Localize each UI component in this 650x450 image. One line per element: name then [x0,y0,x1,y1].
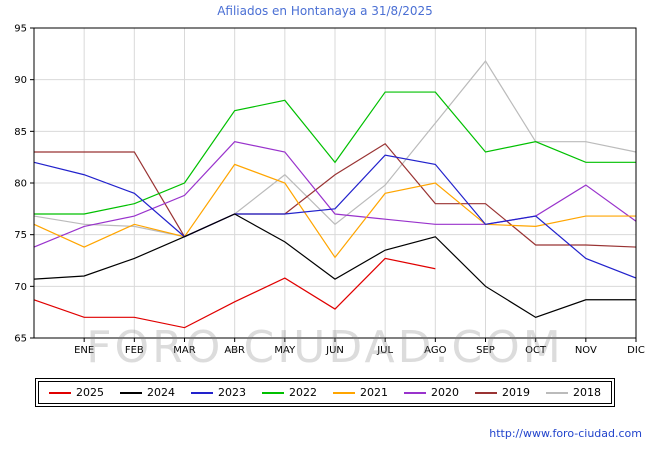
x-tick-label: FEB [125,345,144,356]
y-tick-label: 85 [14,127,27,138]
series-line-2019 [34,142,637,248]
legend-item-label: 2022 [289,386,317,399]
legend-item-2019: 2019 [475,386,530,399]
x-tick-label: DIC [627,345,645,356]
legend-swatch-2021 [333,391,355,394]
legend-item-2025: 2025 [49,386,104,399]
legend-item-2022: 2022 [262,386,317,399]
y-tick-label: 75 [14,230,27,241]
x-tick-label: ABR [224,345,245,356]
legend-item-2018: 2018 [546,386,601,399]
legend-swatch-2025 [49,391,71,394]
x-tick-label: JUL [376,345,393,356]
series-line-2023 [33,154,637,279]
x-tick-label: MAY [274,345,296,356]
legend-swatch-2023 [191,391,213,394]
series-line-2021 [33,163,636,259]
legend-swatch-2019 [475,391,497,394]
legend: 2025 2024 2023 2022 2021 2020 2019 2018 [35,378,615,407]
legend-item-2023: 2023 [191,386,246,399]
x-tick-label: SEP [476,345,495,356]
series-line-2024 [33,213,636,318]
y-tick-label: 70 [14,282,27,293]
legend-items: 2025 2024 2023 2022 2021 2020 2019 2018 [38,381,612,404]
y-tick-label: 95 [14,24,27,35]
legend-swatch-2022 [262,391,284,394]
x-tick-label: AGO [424,345,446,356]
legend-item-2020: 2020 [404,386,459,399]
y-tick-label: 90 [14,75,27,86]
x-tick-label: JUN [325,345,344,356]
legend-item-2021: 2021 [333,386,388,399]
legend-swatch-2024 [120,391,142,394]
x-tick-label: NOV [575,345,597,356]
line-chart: 65 70 75 80 85 90 95 ENE FEB MAR ABR MAY JUN JUL AGO SE… [14,24,645,357]
footer-url-link[interactable]: http://www.foro-ciudad.com [489,427,642,440]
legend-item-label: 2025 [76,386,104,399]
x-tick-label: MAR [173,345,195,356]
x-tick-label: OCT [525,345,547,356]
y-tick-label: 65 [14,334,27,345]
legend-item-label: 2023 [218,386,246,399]
legend-item-2024: 2024 [120,386,175,399]
series-line-2025 [33,257,436,329]
legend-item-label: 2018 [573,386,601,399]
legend-swatch-2018 [546,391,568,394]
legend-item-label: 2020 [431,386,459,399]
x-tick-label: ENE [74,345,94,356]
legend-item-label: 2021 [360,386,388,399]
series-line-2022 [34,91,636,215]
y-tick-label: 80 [14,179,27,190]
legend-item-label: 2019 [502,386,530,399]
legend-item-label: 2024 [147,386,175,399]
legend-swatch-2020 [404,391,426,394]
chart-title: Afiliados en Hontanaya a 31/8/2025 [217,4,433,18]
